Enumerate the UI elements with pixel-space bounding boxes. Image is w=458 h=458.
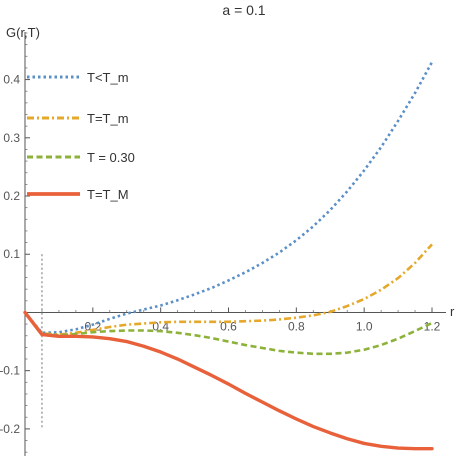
x-tick-label: 1.2 [424, 319, 441, 333]
plot-area: 0.2 0.4 0.6 0.8 1.0 1.2-0.2-0.10.10.20.30.4 [0, 32, 446, 456]
series-line-2 [23, 243, 433, 336]
y-tick-label: 0.4 [3, 73, 20, 87]
y-tick-label: 0.3 [3, 131, 20, 145]
x-tick-label: 0.8 [288, 319, 305, 333]
chart-title: a = 0.1 [222, 2, 265, 18]
legend-label-3: T = 0.30 [87, 150, 135, 165]
legend-label-2: T=T_m [87, 111, 129, 126]
x-tick-label: 1.0 [356, 319, 373, 333]
series-line-1 [24, 61, 434, 335]
series-line-4 [23, 310, 434, 451]
series-line-3 [23, 311, 433, 356]
legend: T<T_m T=T_m T = 0.30 T=T_M [27, 70, 135, 202]
legend-label-1: T<T_m [87, 70, 129, 85]
y-tick-label: -0.2 [0, 422, 20, 436]
y-tick-label: 0.1 [3, 247, 20, 261]
y-tick-label: 0.2 [3, 189, 20, 203]
legend-label-4: T=T_M [87, 187, 129, 202]
x-axis-label: r [450, 304, 455, 319]
y-axis-label: G(r,T) [6, 25, 40, 40]
y-tick-label: -0.1 [0, 364, 20, 378]
